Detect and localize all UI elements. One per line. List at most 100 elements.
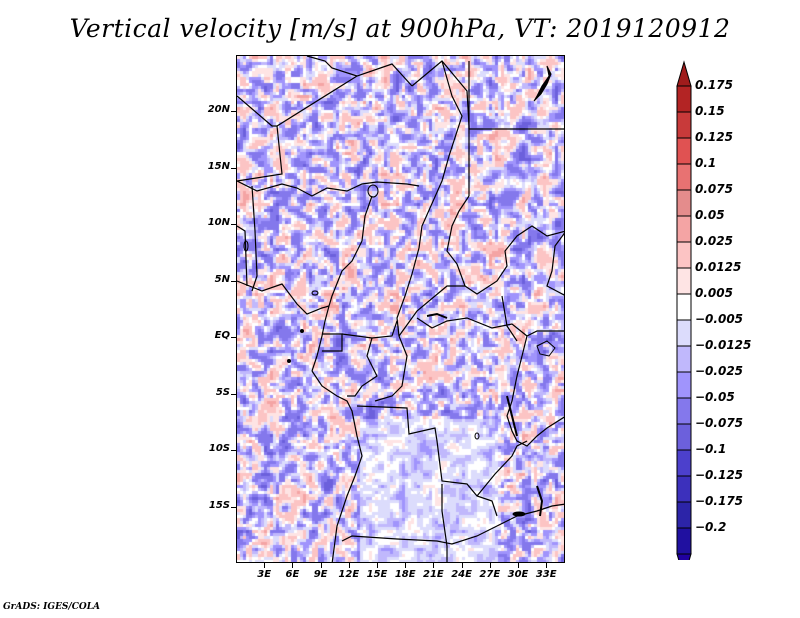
border-algeria-top xyxy=(306,56,358,77)
lat-tick-mark xyxy=(231,393,237,395)
border-cameroon-chad xyxy=(396,247,420,337)
colorbar-segment xyxy=(676,371,692,399)
border-angola-namibia xyxy=(341,515,518,545)
lat-tick-mark xyxy=(231,506,237,508)
colorbar-tick-label: −0.2 xyxy=(695,520,727,534)
lon-tick-mark xyxy=(433,563,435,568)
colorbar xyxy=(676,60,692,560)
border-niger-chad xyxy=(418,60,463,249)
lake-nasser xyxy=(533,65,552,102)
colorbar-segment xyxy=(676,189,692,217)
grads-credit: GrADS: IGES/COLA xyxy=(3,602,101,612)
colorbar-segment xyxy=(676,449,692,477)
lat-tick-label: 20N xyxy=(207,104,230,116)
lake-victoria xyxy=(536,340,556,357)
lake-volta xyxy=(243,240,249,252)
annobon-island xyxy=(287,359,291,363)
colorbar-tick-label: 0.175 xyxy=(695,78,733,92)
border-niger-libya xyxy=(411,60,470,196)
colorbar-tick-label: 0.05 xyxy=(695,208,725,222)
lon-tick-mark xyxy=(320,563,322,568)
colorbar-max-arrow xyxy=(676,60,692,87)
border-angola-zambia xyxy=(441,484,448,562)
lon-tick-label: 9E xyxy=(313,569,328,580)
country-borders xyxy=(237,56,564,562)
colorbar-tick-label: −0.005 xyxy=(695,312,744,326)
lat-tick-mark xyxy=(231,167,237,169)
lat-tick-label: EQ xyxy=(214,330,230,342)
lon-tick-label: 30E xyxy=(507,569,529,580)
border-gabon-congo xyxy=(341,320,398,339)
colorbar-segment xyxy=(676,293,692,321)
colorbar-tick-label: −0.175 xyxy=(695,494,744,508)
lon-tick-label: 15E xyxy=(366,569,388,580)
border-libya-egypt xyxy=(468,61,564,130)
lat-tick-mark xyxy=(231,224,237,226)
border-east-drc xyxy=(501,295,518,342)
lat-tick-label: 5S xyxy=(215,386,230,398)
lat-tick-label: 10N xyxy=(207,217,230,229)
congo-river-marshes xyxy=(426,312,448,319)
lon-tick-mark xyxy=(264,563,266,568)
colorbar-segment xyxy=(676,527,692,555)
colorbar-tick-label: 0.15 xyxy=(695,104,725,118)
colorbar-segment xyxy=(676,267,692,295)
colorbar-tick-label: −0.125 xyxy=(695,468,744,482)
lon-tick-label: 24E xyxy=(451,569,472,580)
border-algeria-niger xyxy=(237,63,413,127)
colorbar-tick-label: 0.075 xyxy=(695,182,733,196)
lake-mweru xyxy=(474,432,480,440)
colorbar-segment xyxy=(676,215,692,243)
colorbar-segment xyxy=(676,85,692,113)
lon-tick-mark xyxy=(489,563,491,568)
colorbar-segment xyxy=(676,345,692,373)
lon-tick-label: 27E xyxy=(479,569,501,580)
colorbar-tick-label: 0.005 xyxy=(695,286,733,300)
colorbar-segment xyxy=(676,163,692,191)
colorbar-tick-label: 0.1 xyxy=(695,156,717,170)
lon-tick-label: 18E xyxy=(394,569,416,580)
border-uganda-kenya xyxy=(526,330,564,337)
map-panel xyxy=(236,55,565,563)
lon-tick-label: 6E xyxy=(285,569,300,580)
colorbar-segment xyxy=(676,397,692,425)
bioko-island xyxy=(311,290,319,296)
colorbar-segment xyxy=(676,241,692,269)
border-gabon-congo-south xyxy=(347,337,378,397)
border-benin-togo xyxy=(251,185,258,292)
border-chad-sudan xyxy=(446,195,564,295)
lon-tick-label: 12E xyxy=(338,569,360,580)
lat-tick-label: 10S xyxy=(208,443,230,455)
border-great-lakes xyxy=(506,335,564,447)
lon-tick-mark xyxy=(377,563,378,568)
border-congo-drc xyxy=(374,335,408,402)
lake-kariba xyxy=(512,511,526,517)
border-nigeria-cameroon xyxy=(328,195,373,307)
colorbar-segment xyxy=(676,475,692,503)
lon-tick-mark xyxy=(546,563,548,568)
plot-title: Vertical velocity [m/s] at 900hPa, VT: 2… xyxy=(69,14,731,43)
colorbar-tick-label: −0.05 xyxy=(695,390,735,404)
lake-chad xyxy=(367,184,379,198)
colorbar-tick-label: −0.0125 xyxy=(695,338,752,352)
lat-tick-label: 15N xyxy=(207,160,230,172)
border-drc-zambia xyxy=(476,440,528,497)
border-niger-nigeria xyxy=(237,180,420,197)
colorbar-tick-label: −0.1 xyxy=(695,442,727,456)
lon-tick-mark xyxy=(461,563,463,568)
lon-tick-mark xyxy=(348,563,350,568)
colorbar-tick-label: −0.025 xyxy=(695,364,744,378)
lat-tick-mark xyxy=(231,111,237,113)
lat-tick-mark xyxy=(231,337,237,339)
colorbar-tick-label: 0.125 xyxy=(695,130,733,144)
lon-tick-mark xyxy=(518,563,519,568)
lat-tick-label: 15S xyxy=(208,499,230,511)
coast-cameroon-gabon xyxy=(311,305,330,372)
coast-gulf-guinea xyxy=(237,280,330,315)
border-right-east xyxy=(546,232,564,296)
border-eq-guinea xyxy=(322,333,343,352)
colorbar-segment xyxy=(676,501,692,529)
border-car-north xyxy=(398,285,465,337)
colorbar-min-arrow xyxy=(676,553,692,560)
lat-tick-mark xyxy=(231,280,237,282)
